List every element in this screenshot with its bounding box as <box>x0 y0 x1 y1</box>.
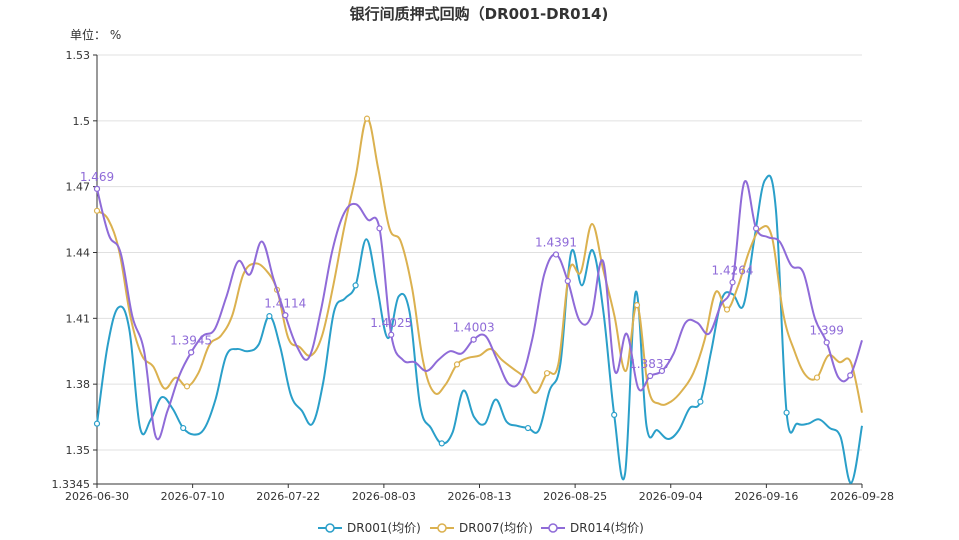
y-tick-label: 1.35 <box>66 444 91 457</box>
legend-marker <box>548 523 558 533</box>
y-tick-label: 1.47 <box>66 181 91 194</box>
data-label: 1.4025 <box>370 316 412 330</box>
series-line <box>96 180 863 441</box>
data-label: 1.3837 <box>629 357 671 371</box>
x-tick-label: 2026-09-28 <box>830 490 894 503</box>
legend-label: DR001(均价) <box>347 521 421 535</box>
labeled-point[interactable] <box>647 372 654 380</box>
data-point[interactable] <box>543 370 551 377</box>
data-label: 1.4114 <box>264 296 306 310</box>
x-tick-label: 2026-06-30 <box>65 490 129 503</box>
series-layer <box>93 115 863 484</box>
data-labels: 1.469 1.3945 1.4114 1.4025 1.4003 1.4391 1.383… <box>80 170 844 380</box>
x-tick-label: 2026-07-10 <box>161 490 225 503</box>
legend-item-1[interactable]: DR001(均价) <box>318 521 421 535</box>
y-tick-label: 1.38 <box>66 378 91 391</box>
data-point[interactable] <box>266 313 273 320</box>
data-point[interactable] <box>376 225 383 232</box>
axes: 1.3345 1.35 1.38 1.41 1.44 1.47 1.5 1.53 2026-06… <box>52 49 894 503</box>
data-point[interactable] <box>723 306 731 313</box>
legend-label: DR007(均价) <box>459 521 533 535</box>
x-tick-label: 2026-07-22 <box>256 490 320 503</box>
data-point[interactable] <box>524 424 532 432</box>
data-label: 1.399 <box>810 323 844 337</box>
data-point[interactable] <box>813 374 821 381</box>
series-3 <box>93 180 863 441</box>
y-tick-label: 1.3345 <box>52 478 91 491</box>
labeled-point[interactable] <box>93 185 101 192</box>
y-tick-label: 1.53 <box>66 49 91 62</box>
x-tick-label: 2026-09-16 <box>734 490 798 503</box>
data-point[interactable] <box>847 372 854 379</box>
legend-label: DR014(均价) <box>570 521 644 535</box>
series-1 <box>93 174 863 484</box>
data-point[interactable] <box>633 302 641 309</box>
data-label: 1.4391 <box>535 235 577 249</box>
x-tick-label: 2026-09-04 <box>639 490 703 503</box>
data-point[interactable] <box>438 440 445 447</box>
y-tick-label: 1.5 <box>73 115 91 128</box>
data-point[interactable] <box>93 420 101 427</box>
data-point[interactable] <box>453 361 461 368</box>
data-point[interactable] <box>183 383 191 390</box>
data-point[interactable] <box>93 207 101 214</box>
x-tick-label: 2026-08-03 <box>352 490 416 503</box>
labeled-point[interactable] <box>188 349 195 356</box>
y-tick-label: 1.44 <box>66 246 91 259</box>
unit-label: 单位： % <box>70 27 121 42</box>
x-tick-label: 2026-08-25 <box>543 490 607 503</box>
data-point[interactable] <box>363 115 371 122</box>
data-point[interactable] <box>697 398 704 405</box>
legend-item-2[interactable]: DR007(均价) <box>430 521 533 535</box>
data-point[interactable] <box>611 411 618 418</box>
legend-marker <box>437 523 447 533</box>
x-tick-label: 2026-08-13 <box>448 490 512 503</box>
data-point[interactable] <box>658 367 666 375</box>
data-label: 1.4264 <box>712 263 754 277</box>
chart-title: 银行间质押式回购（DR001-DR014) <box>350 5 609 23</box>
legend-item-3[interactable]: DR014(均价) <box>541 521 644 535</box>
legend[interactable]: DR001(均价) DR007(均价) DR014(均价) <box>318 521 644 535</box>
data-label: 1.3945 <box>170 333 212 347</box>
labeled-point[interactable] <box>729 279 736 286</box>
y-tick-label: 1.41 <box>66 312 91 325</box>
data-point[interactable] <box>783 409 790 416</box>
data-label: 1.4003 <box>453 321 495 335</box>
data-point[interactable] <box>352 282 359 289</box>
series-2 <box>93 115 863 413</box>
data-point[interactable] <box>180 424 187 432</box>
legend-marker <box>325 523 335 533</box>
labeled-point[interactable] <box>282 312 289 319</box>
data-point[interactable] <box>564 277 571 285</box>
labeled-point[interactable] <box>552 251 560 258</box>
labeled-point[interactable] <box>470 336 477 343</box>
data-point[interactable] <box>752 225 760 232</box>
grid-lines <box>97 54 862 451</box>
series-line <box>96 117 863 413</box>
data-label: 1.469 <box>80 170 114 184</box>
labeled-point[interactable] <box>823 339 830 346</box>
series-line <box>96 174 863 484</box>
labeled-point[interactable] <box>388 331 395 338</box>
